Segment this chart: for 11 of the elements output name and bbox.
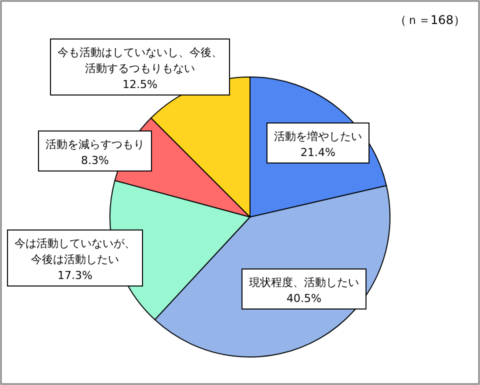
data-label: 8.3%: [81, 154, 109, 167]
data-label: 40.5%: [286, 292, 322, 305]
slice-label: 今も活動はしていないし、今後、活動するつもりもない: [58, 46, 222, 75]
data-label: 21.4%: [300, 146, 336, 159]
text: （ｎ＝168）: [394, 13, 466, 27]
slice-label: 活動を減らすつもり: [46, 138, 144, 151]
data-label: 17.3%: [58, 269, 92, 282]
slice-label: 現状程度、活動したい: [249, 276, 359, 289]
slice-label: 活動を増やしたい: [274, 130, 362, 143]
data-label: 12.5%: [122, 78, 158, 91]
slice-label: 今は活動していないが、今後は活動したい: [14, 237, 136, 266]
